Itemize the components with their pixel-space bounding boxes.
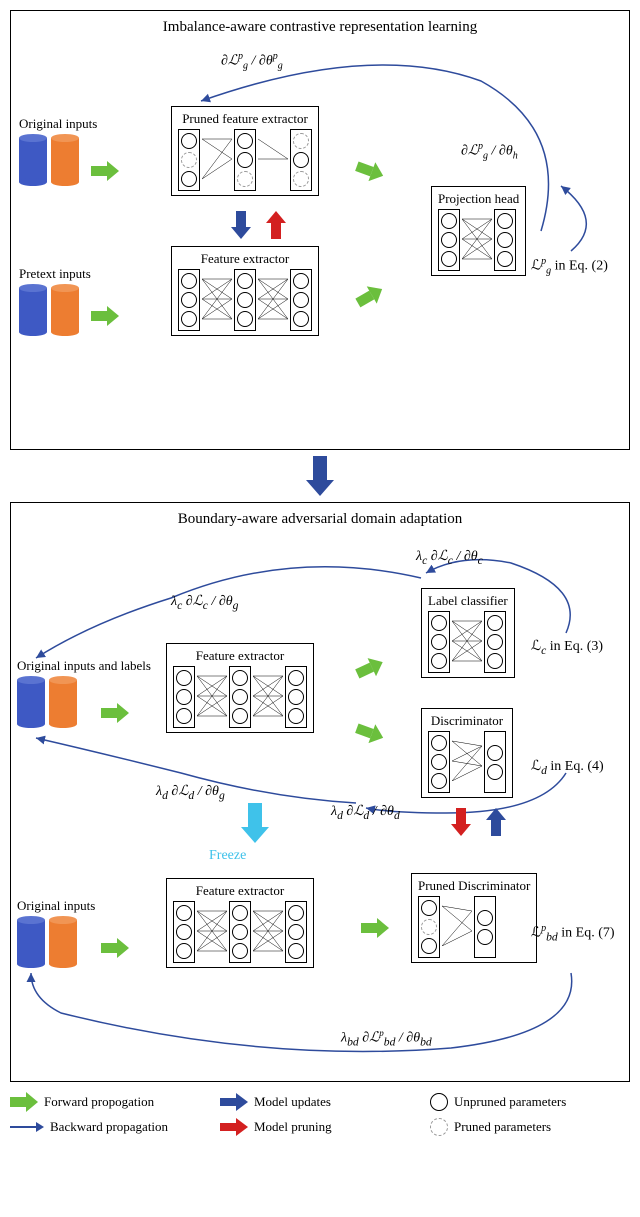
- module-pruned-fe: Pruned feature extractor: [171, 106, 319, 196]
- legend-unpruned-icon: [430, 1093, 448, 1111]
- cyl-orange-3: [49, 676, 77, 728]
- module-discriminator: Discriminator: [421, 708, 513, 798]
- module-fe-p2-bot: Feature extractor: [166, 878, 314, 968]
- arrow-fwd-7: [353, 719, 386, 747]
- mod-disc-title: Discriminator: [428, 713, 506, 729]
- legend-pruned-label: Pruned parameters: [454, 1119, 551, 1135]
- panel2-title: Boundary-aware adversarial domain adapta…: [19, 511, 621, 528]
- inputs-pretext-label: Pretext inputs: [19, 266, 91, 282]
- arrow-model-update-2: [486, 808, 506, 836]
- arrow-fwd-1: [91, 161, 119, 181]
- inputs-pretext: Pretext inputs: [19, 266, 91, 336]
- loss-label-p1: ℒpg in Eq. (2): [531, 256, 608, 276]
- module-fe-p1: Feature extractor: [171, 246, 319, 336]
- cyl-blue-3: [17, 676, 45, 728]
- arrow-fwd-3: [353, 157, 386, 185]
- panel2-backprop-svg: [11, 503, 629, 1081]
- legend-pruning: Model pruning: [220, 1118, 420, 1136]
- arrow-model-update-1: [231, 211, 251, 239]
- eq-d-d: λd ∂ℒd / ∂θd: [331, 803, 400, 822]
- cylinder-blue-2: [19, 284, 47, 336]
- arrow-fwd-6: [353, 653, 387, 683]
- legend-backward-label: Backward propagation: [50, 1119, 168, 1135]
- cyl-blue-4: [17, 916, 45, 968]
- nn-fe-p2-top: [173, 666, 307, 728]
- nn-fe-p2-bot: [173, 901, 307, 963]
- eq-bd: λbd ∂ℒpbd / ∂θbd: [341, 1028, 432, 1048]
- cylinder-orange: [51, 134, 79, 186]
- legend-forward: Forward propogation: [10, 1092, 210, 1112]
- legend-forward-icon: [10, 1092, 38, 1112]
- legend-backward: Backward propagation: [10, 1118, 210, 1136]
- inputs-original: Original inputs: [19, 116, 97, 186]
- mod-pruned-fe-title: Pruned feature extractor: [178, 111, 312, 127]
- legend-unpruned: Unpruned parameters: [430, 1092, 630, 1112]
- arrow-fwd-4: [353, 280, 387, 311]
- legend-updates-icon: [220, 1093, 248, 1111]
- nn-fe-p1: [178, 269, 312, 331]
- inputs-orig-labels-text: Original inputs and labels: [17, 658, 151, 674]
- eq-right: ∂ℒpg / ∂θh: [461, 141, 518, 161]
- module-fe-p2-top: Feature extractor: [166, 643, 314, 733]
- legend-unpruned-label: Unpruned parameters: [454, 1094, 566, 1110]
- inputs-orig-labels: Original inputs and labels: [17, 658, 151, 728]
- legend-backward-icon: [10, 1121, 44, 1133]
- nn-pruned-fe: [178, 129, 312, 191]
- nn-proj: [438, 209, 519, 271]
- arrow-fwd-8: [101, 938, 129, 958]
- eq-top: ∂ℒpg / ∂θpg: [221, 51, 283, 71]
- mod-fe-title-p1: Feature extractor: [178, 251, 312, 267]
- legend-pruned: Pruned parameters: [430, 1118, 630, 1136]
- legend-updates-label: Model updates: [254, 1094, 331, 1110]
- loss-bd: ℒpbd in Eq. (7): [531, 923, 615, 943]
- arrow-freeze: [241, 803, 269, 843]
- arrow-fwd-9: [361, 918, 389, 938]
- module-label-classifier: Label classifier: [421, 588, 515, 678]
- legend-pruning-icon: [220, 1118, 248, 1136]
- cylinder-blue: [19, 134, 47, 186]
- panel1-title: Imbalance-aware contrastive representati…: [19, 19, 621, 36]
- cylinder-orange-2: [51, 284, 79, 336]
- mod-fe-title-p2-bot: Feature extractor: [173, 883, 307, 899]
- freeze-label: Freeze: [209, 848, 246, 864]
- module-pruned-disc: Pruned Discriminator: [411, 873, 537, 963]
- panel1-backprop-svg: [11, 11, 629, 449]
- cyl-orange-4: [49, 916, 77, 968]
- arrow-pruning-1: [266, 211, 286, 239]
- arrow-connector: [306, 456, 334, 496]
- module-proj-head: Projection head: [431, 186, 526, 276]
- panel-contrastive: Imbalance-aware contrastive representati…: [10, 10, 630, 450]
- legend-forward-label: Forward propogation: [44, 1094, 154, 1110]
- nn-disc: [428, 731, 506, 793]
- legend-pruning-label: Model pruning: [254, 1119, 332, 1135]
- mod-fe-title-p2-top: Feature extractor: [173, 648, 307, 664]
- nn-lc: [428, 611, 508, 673]
- loss-d: ℒd in Eq. (4): [531, 758, 604, 777]
- eq-lc-c: λc ∂ℒc / ∂θc: [416, 548, 483, 567]
- panel-adversarial: Boundary-aware adversarial domain adapta…: [10, 502, 630, 1082]
- eq-lc-g: λc ∂ℒc / ∂θg: [171, 593, 238, 612]
- arrow-fwd-5: [101, 703, 129, 723]
- inputs-orig-bot-label: Original inputs: [17, 898, 95, 914]
- inputs-original-label: Original inputs: [19, 116, 97, 132]
- arrow-pruning-2: [451, 808, 471, 836]
- arrow-fwd-2: [91, 306, 119, 326]
- legend: Forward propogation Model updates Unprun…: [10, 1092, 630, 1136]
- mod-lc-title: Label classifier: [428, 593, 508, 609]
- mod-pdisc-title: Pruned Discriminator: [418, 878, 530, 894]
- eq-d-g: λd ∂ℒd / ∂θg: [156, 783, 225, 802]
- mod-proj-title: Projection head: [438, 191, 519, 207]
- nn-pdisc: [418, 896, 530, 958]
- inputs-orig-bot: Original inputs: [17, 898, 95, 968]
- legend-pruned-icon: [430, 1118, 448, 1136]
- loss-lc: ℒc in Eq. (3): [531, 638, 603, 657]
- legend-updates: Model updates: [220, 1092, 420, 1112]
